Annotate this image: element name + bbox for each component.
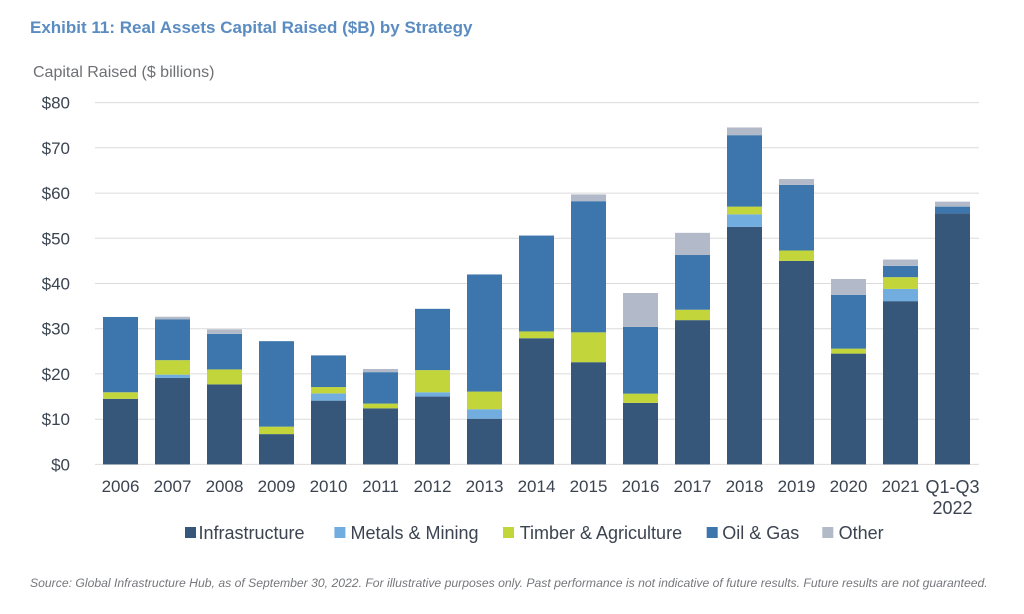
svg-text:2011: 2011 xyxy=(362,477,399,496)
svg-text:$20: $20 xyxy=(42,365,70,384)
svg-text:Oil & Gas: Oil & Gas xyxy=(722,523,799,543)
svg-text:$40: $40 xyxy=(42,275,70,294)
svg-text:2010: 2010 xyxy=(310,477,348,496)
svg-text:2007: 2007 xyxy=(154,477,192,496)
svg-text:$60: $60 xyxy=(42,184,70,203)
svg-text:$80: $80 xyxy=(42,94,70,113)
svg-text:Timber & Agriculture: Timber & Agriculture xyxy=(520,523,682,543)
svg-text:$10: $10 xyxy=(42,410,70,429)
svg-text:$50: $50 xyxy=(42,229,70,248)
svg-text:$30: $30 xyxy=(42,320,70,339)
svg-text:$70: $70 xyxy=(42,139,70,158)
svg-text:2015: 2015 xyxy=(570,477,608,496)
svg-text:2012: 2012 xyxy=(414,477,452,496)
svg-text:2009: 2009 xyxy=(258,477,296,496)
svg-text:Infrastructure: Infrastructure xyxy=(199,523,305,543)
svg-text:Metals & Mining: Metals & Mining xyxy=(351,523,479,543)
svg-text:2020: 2020 xyxy=(830,477,868,496)
svg-text:2017: 2017 xyxy=(674,477,712,496)
svg-text:2016: 2016 xyxy=(622,477,660,496)
svg-text:2006: 2006 xyxy=(102,477,140,496)
svg-text:Other: Other xyxy=(839,523,884,543)
svg-text:$0: $0 xyxy=(51,455,70,474)
svg-text:2021: 2021 xyxy=(882,477,920,496)
svg-text:2022: 2022 xyxy=(932,498,972,518)
svg-text:2019: 2019 xyxy=(778,477,816,496)
svg-text:Q1-Q3: Q1-Q3 xyxy=(925,477,979,497)
svg-text:2014: 2014 xyxy=(518,477,556,496)
svg-text:2018: 2018 xyxy=(726,477,764,496)
svg-text:2013: 2013 xyxy=(466,477,504,496)
svg-text:2008: 2008 xyxy=(206,477,244,496)
